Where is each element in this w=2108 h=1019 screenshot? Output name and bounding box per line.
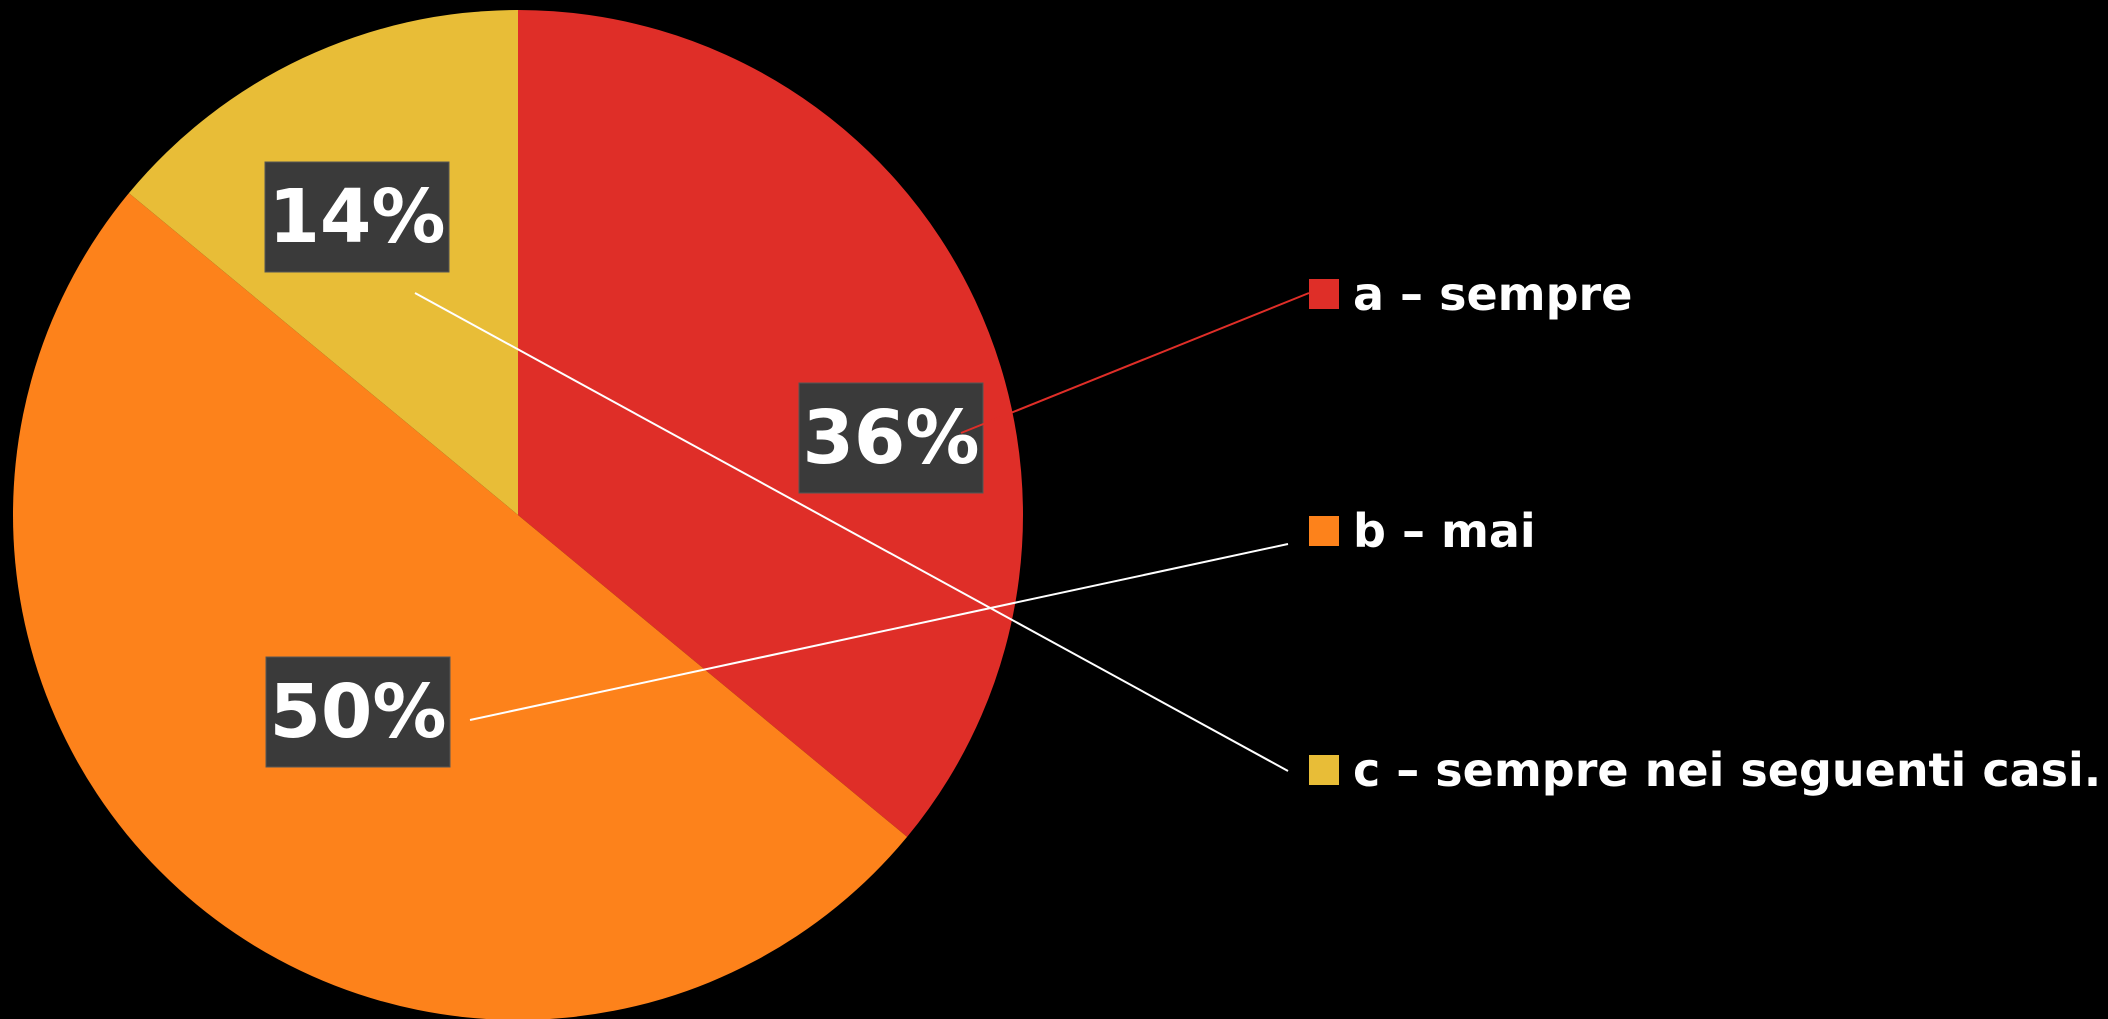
legend-label: b – mai bbox=[1353, 504, 1536, 558]
pie-slice bbox=[13, 193, 908, 1019]
leader-line bbox=[960, 292, 1310, 434]
label-box bbox=[265, 656, 451, 768]
label-box bbox=[264, 161, 450, 273]
data-label: 50% bbox=[269, 669, 446, 755]
legend-swatch bbox=[1309, 755, 1339, 785]
data-label: 36% bbox=[802, 395, 979, 481]
label-box bbox=[798, 382, 984, 494]
legend-swatch bbox=[1309, 279, 1339, 309]
legend-label: a – sempre bbox=[1353, 267, 1632, 321]
leader-line bbox=[414, 292, 1289, 772]
legend-swatch bbox=[1309, 516, 1339, 546]
legend-label: c – sempre nei seguenti casi. bbox=[1353, 743, 2101, 797]
pie-slice bbox=[518, 10, 1024, 837]
data-label: 14% bbox=[268, 174, 445, 260]
leader-line bbox=[469, 543, 1289, 721]
